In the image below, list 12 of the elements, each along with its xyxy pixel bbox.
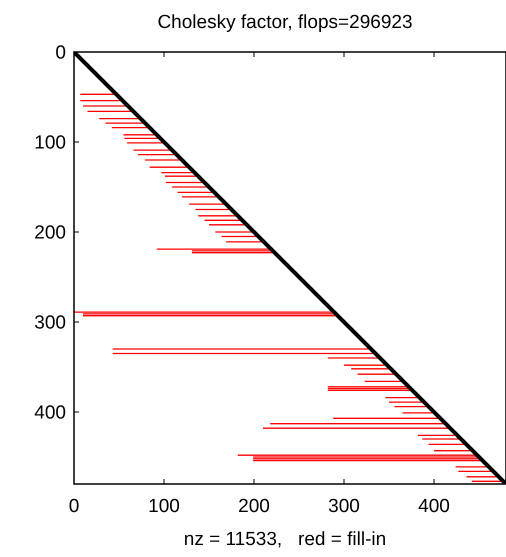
y-tick-label: 300 bbox=[34, 312, 66, 334]
chart-title: Cholesky factor, flops=296923 bbox=[157, 12, 413, 33]
x-tick-label: 300 bbox=[328, 496, 360, 517]
y-tick-label: 200 bbox=[34, 222, 66, 244]
x-tick-label: 100 bbox=[148, 496, 180, 517]
x-tick-label: 400 bbox=[418, 496, 450, 517]
x-tick-label: 200 bbox=[238, 496, 270, 517]
y-tick-label: 400 bbox=[34, 402, 66, 424]
x-tick-label: 0 bbox=[68, 496, 80, 517]
y-tick-label: 0 bbox=[55, 42, 66, 64]
y-tick-label: 100 bbox=[34, 132, 66, 154]
x-axis-title: nz = 11533, red = fill-in bbox=[184, 529, 386, 550]
